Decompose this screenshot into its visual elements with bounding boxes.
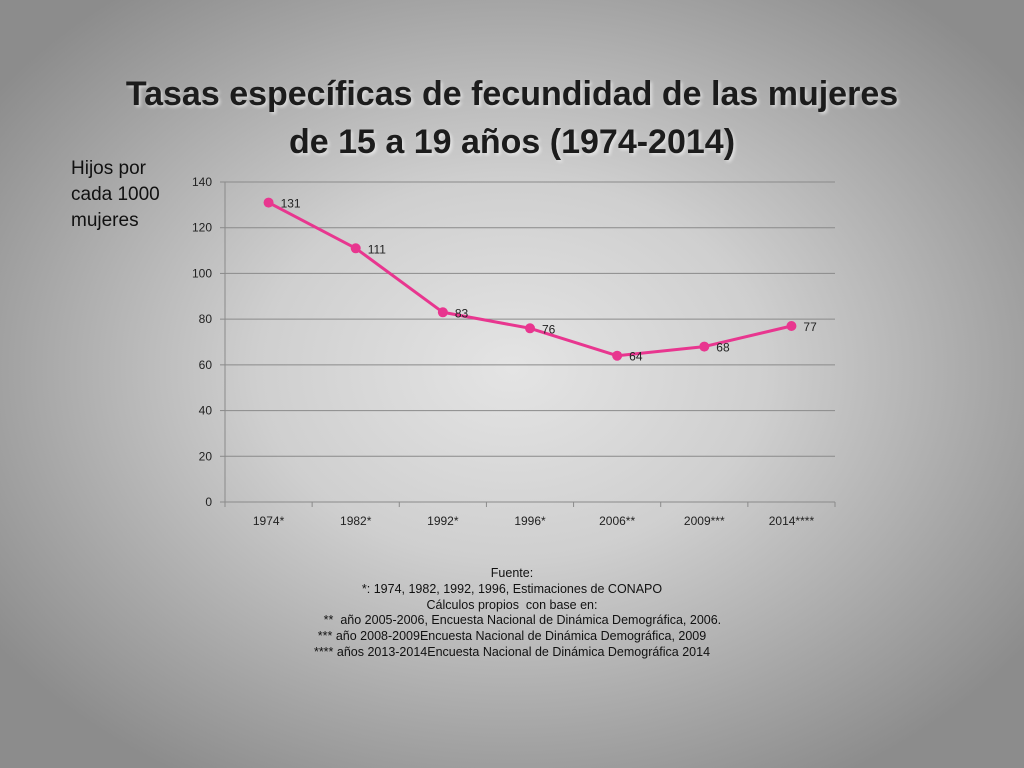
data-label: 64: [629, 350, 643, 364]
source-line-5: *** año 2008-2009Encuesta Nacional de Di…: [317, 629, 707, 644]
x-tick-label: 2009***: [684, 514, 725, 528]
y-tick-label: 80: [199, 312, 213, 326]
data-point: [786, 321, 797, 331]
data-label: 77: [803, 320, 817, 334]
line-chart: 0 20 40 60 80 100 120 140 1974* 1982* 1992* 1996* 20…: [192, 175, 836, 528]
data-point: [612, 350, 623, 361]
y-axis-title: Hijos por cada 1000 mujeres: [71, 156, 181, 234]
y-tick-label: 100: [192, 266, 212, 280]
source-line-4: ** año 2005-2006, Encuesta Nacional de D…: [302, 613, 722, 628]
y-axis-title-line-3: mujeres: [71, 210, 139, 231]
data-label: 83: [455, 306, 469, 320]
chart-title-line-2: de 15 a 19 años (1974-2014): [288, 123, 736, 161]
x-tick-label: 1974*: [253, 514, 285, 528]
y-axis-title-line-1: Hijos por: [71, 158, 146, 179]
chart-title: Tasas específicas de fecundidad de las m…: [112, 70, 912, 166]
y-tick-label: 140: [192, 175, 212, 189]
chart-title-line-1: Tasas específicas de fecundidad de las m…: [125, 75, 899, 113]
y-tick-label: 120: [192, 221, 212, 235]
x-tick-label: 2006**: [599, 514, 635, 528]
y-tick-label: 20: [199, 449, 213, 463]
source-line-3: Cálculos propios con base en:: [426, 597, 598, 612]
data-point: [263, 197, 274, 208]
x-tick-label: 2014****: [769, 514, 815, 528]
data-label: 76: [542, 322, 556, 336]
data-point: [350, 243, 361, 254]
y-axis-title-line-2: cada 1000: [71, 184, 160, 205]
data-label: 131: [281, 197, 301, 211]
y-tick-label: 0: [205, 495, 212, 509]
source-note: Fuente: *: 1974, 1982, 1992, 1996, Estim…: [212, 566, 812, 661]
data-point: [437, 307, 448, 318]
x-tick-label: 1996*: [514, 514, 546, 528]
data-point: [525, 323, 535, 334]
x-tick-label: 1982*: [340, 514, 372, 528]
data-label: 68: [716, 341, 730, 355]
source-line-2: *: 1974, 1982, 1992, 1996, Estimaciones …: [361, 581, 663, 596]
source-line-6: **** años 2013-2014Encuesta Nacional de …: [313, 644, 711, 659]
data-point: [699, 341, 710, 352]
source-line-1: Fuente:: [490, 566, 534, 580]
x-tick-label: 1992*: [427, 514, 459, 528]
data-label: 111: [368, 242, 387, 256]
y-tick-label: 40: [199, 404, 213, 418]
y-tick-label: 60: [199, 358, 213, 372]
